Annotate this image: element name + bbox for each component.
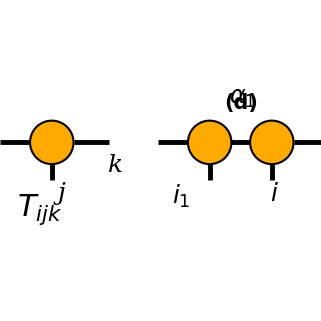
Circle shape [30, 121, 74, 164]
Text: $i$: $i$ [270, 183, 279, 206]
Text: $\alpha_1$: $\alpha_1$ [229, 87, 256, 110]
Text: $T_{ijk}$: $T_{ijk}$ [17, 192, 62, 227]
Text: k: k [108, 154, 123, 177]
Circle shape [188, 121, 231, 164]
Text: (d): (d) [224, 93, 258, 113]
Circle shape [250, 121, 294, 164]
Text: j: j [58, 182, 66, 205]
Text: $i_1$: $i_1$ [172, 183, 191, 211]
